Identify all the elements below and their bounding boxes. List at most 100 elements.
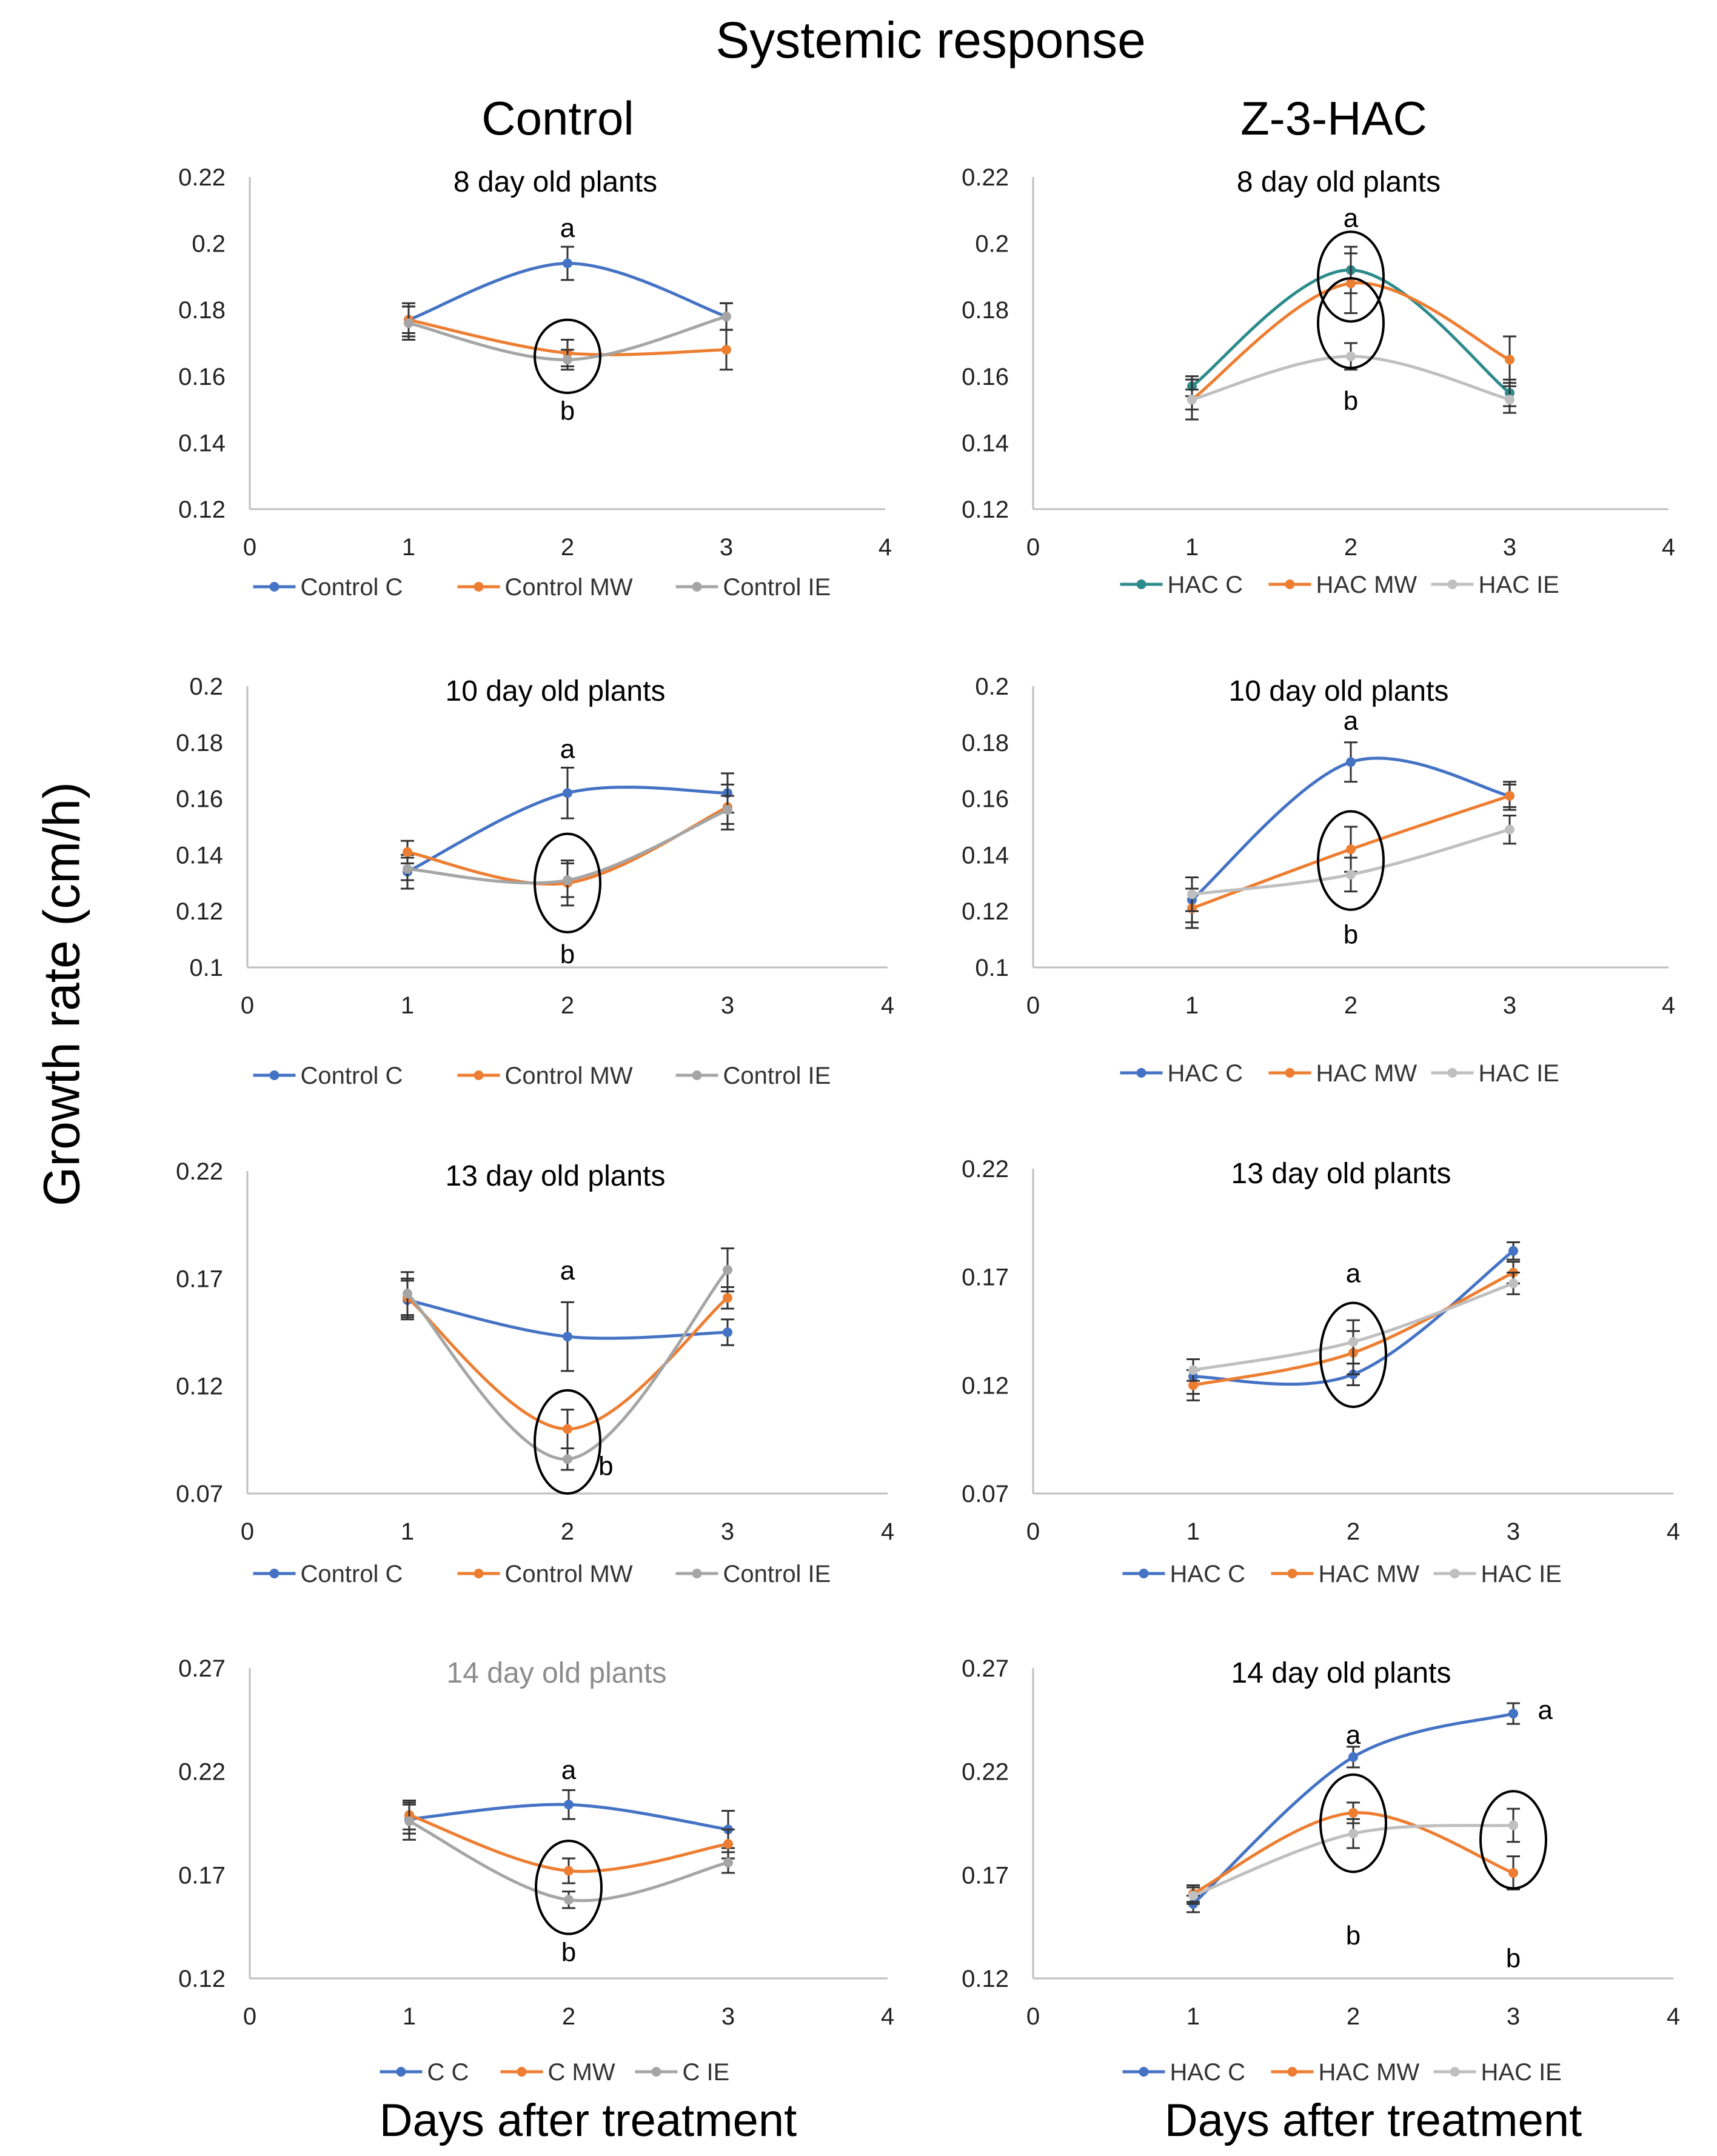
data-point [1346,844,1356,855]
data-point [563,355,572,365]
legend-swatch-marker [1287,1569,1297,1578]
data-point [1187,395,1197,405]
x-tick-label: 1 [1185,992,1199,1019]
y-tick-label: 0.07 [176,1481,223,1507]
significance-ellipse [1317,230,1385,323]
data-point [1348,1337,1358,1347]
x-tick-label: 2 [561,1518,574,1545]
legend-swatch-marker [1285,579,1295,589]
panel-title: 10 day old plants [1229,675,1449,707]
y-tick-label: 0.12 [176,898,223,925]
x-tick-label: 2 [562,2003,575,2030]
legend-label: HAC MW [1316,572,1417,598]
legend-swatch-marker [269,582,279,592]
legend-label: HAC C [1168,572,1243,598]
data-point [1508,1278,1518,1289]
x-tick-label: 4 [1662,992,1675,1019]
data-point [1348,1829,1358,1839]
y-tick-label: 0.14 [178,430,226,456]
data-point [563,875,572,886]
legend-swatch-marker [517,2067,527,2077]
data-point [723,1857,733,1867]
significance-letter: b [560,396,575,426]
x-tick-label: 2 [561,534,574,561]
data-point [723,1327,732,1337]
significance-letter: a [1344,204,1359,233]
x-tick-label: 1 [1185,534,1199,561]
series-hac-ie [1185,342,1516,421]
data-point [563,1424,572,1434]
data-point [1505,395,1515,405]
y-tick-label: 0.22 [962,1156,1009,1183]
panel-title: 14 day old plants [1231,1657,1451,1689]
significance-letter: b [1506,1944,1521,1974]
y-tick-label: 0.27 [178,1655,226,1682]
x-tick-label: 1 [401,1518,414,1545]
legend-label: HAC MW [1316,1060,1417,1087]
legend-label: HAC IE [1481,2059,1562,2086]
chart-panel-hac-13: 0.22 0.17 0.12 0.07 0 1 2 3 4 13 day old plants a H… [962,1156,1680,1587]
significance-ellipse [1317,810,1385,911]
data-point [1508,1246,1518,1256]
x-tick-label: 3 [1507,1518,1520,1545]
significance-letter: a [1344,706,1359,736]
legend: HAC C HAC MW HAC IE [1120,572,1559,598]
y-tick-label: 0.22 [962,164,1009,191]
x-tick-label: 1 [1187,2003,1200,2030]
x-axis-label-right: Days after treatment [1164,2095,1582,2146]
data-point [723,1839,733,1849]
significance-letter: b [1344,386,1358,416]
y-tick-label: 0.22 [962,1759,1009,1786]
legend-label: C C [427,2059,469,2086]
y-tick-label: 0.17 [962,1862,1009,1889]
x-tick-label: 4 [881,992,894,1019]
y-tick-label: 0.18 [962,297,1009,324]
y-tick-label: 0.17 [178,1862,226,1889]
x-tick-label: 1 [401,992,414,1019]
y-tick-label: 0.18 [962,730,1009,756]
y-tick-label: 0.12 [178,1966,226,1992]
significance-ellipse [1317,277,1385,370]
legend-label: HAC MW [1319,2059,1420,2086]
legend: Control C Control MW Control IE [253,574,831,601]
y-tick-label: 0.14 [176,842,223,869]
data-point [564,1895,574,1905]
data-point [1508,1820,1518,1831]
legend: C C C MW C IE [380,2059,730,2086]
legend-label: Control C [301,1561,403,1587]
chart-panel-control-8: 0.22 0.2 0.18 0.16 0.14 0.12 0 1 2 3 4 8 day old pl… [178,164,892,601]
data-point [1188,1380,1198,1390]
legend-label: Control C [301,1063,403,1089]
significance-letter: a [1346,1720,1361,1750]
x-tick-label: 4 [1662,534,1675,561]
legend-swatch-marker [1450,2067,1460,2077]
x-tick-label: 4 [1667,1518,1680,1545]
data-point [403,864,412,874]
y-tick-label: 0.12 [962,1372,1009,1399]
data-point [403,847,412,857]
legend-swatch-marker [1139,2067,1149,2077]
panel-title: 14 day old plants [447,1657,667,1689]
y-tick-label: 0.27 [962,1655,1009,1682]
data-point [1346,351,1356,361]
legend-swatch-marker [269,1070,279,1080]
legend-label: C IE [683,2059,730,2086]
legend-label: Control MW [505,574,633,601]
y-tick-label: 0.14 [962,430,1009,456]
legend-swatch-marker [474,1070,484,1080]
legend-swatch-marker [1136,1068,1146,1078]
y-tick-label: 0.2 [189,673,223,700]
x-tick-label: 1 [403,2003,416,2030]
x-tick-label: 0 [243,2003,256,2030]
y-tick-label: 0.16 [962,364,1009,390]
legend-swatch-marker [651,2067,661,2077]
x-tick-label: 3 [720,534,733,561]
legend-swatch-marker [692,1569,702,1578]
significance-letter: a [560,734,575,764]
data-point [403,1289,412,1299]
y-tick-label: 0.17 [962,1264,1009,1291]
x-tick-label: 2 [1347,1518,1360,1545]
legend-swatch-marker [692,582,702,592]
data-point [723,1293,732,1303]
significance-letter: b [561,1937,576,1967]
